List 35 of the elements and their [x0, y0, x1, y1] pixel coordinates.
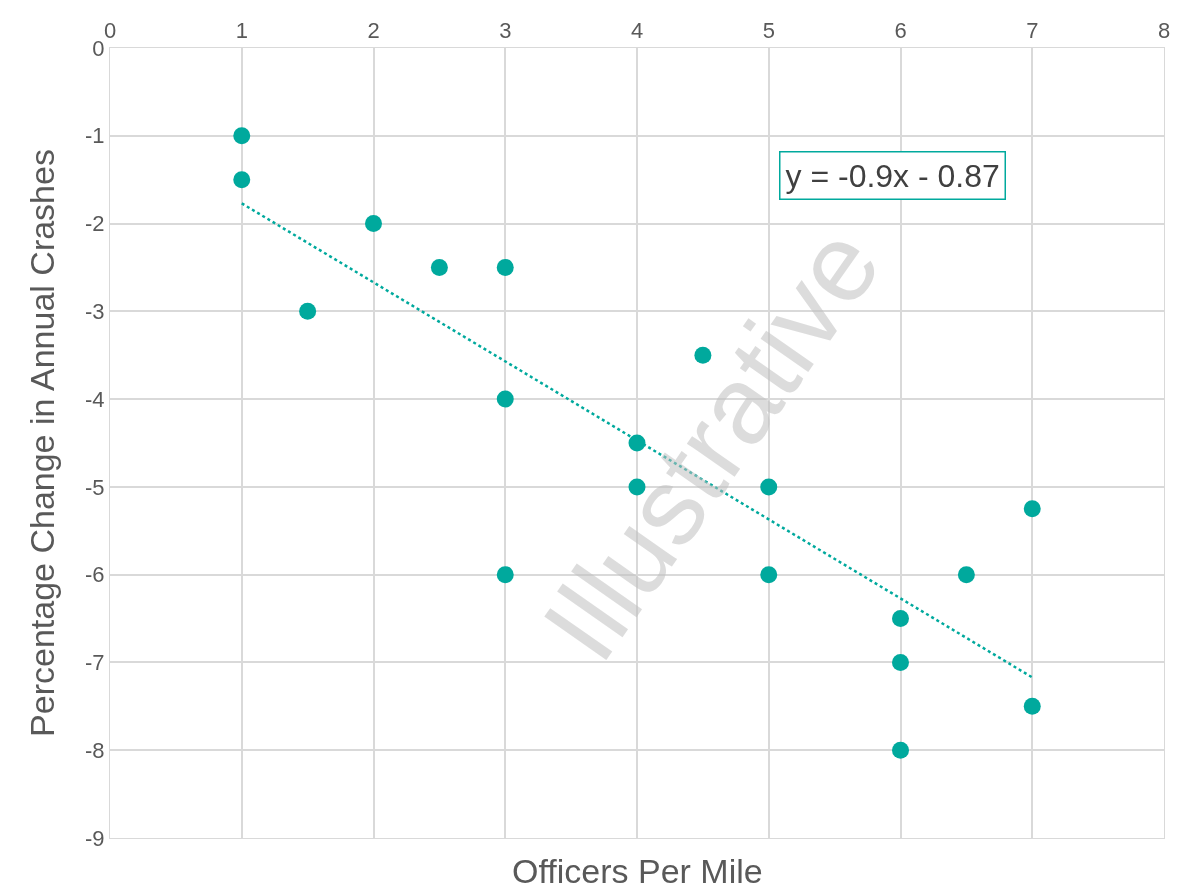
point	[496, 566, 514, 584]
y-tick-label: -1	[85, 123, 105, 149]
x-tick-label: 3	[499, 18, 512, 44]
point	[299, 302, 317, 320]
y-tick-label: -9	[85, 825, 105, 851]
point	[892, 741, 909, 759]
point	[233, 127, 251, 145]
x-tick-label: 4	[630, 18, 644, 44]
point	[233, 171, 251, 189]
y-tick-label: -5	[85, 474, 105, 500]
x-tick-label: 7	[1026, 18, 1039, 44]
x-tick-label: 6	[894, 18, 907, 44]
point	[496, 258, 514, 276]
y-tick-label: -6	[85, 562, 105, 588]
x-tick-label: 1	[235, 18, 248, 44]
x-tick-label: 5	[762, 18, 775, 44]
x-axis-title: Officers Per Mile	[512, 852, 763, 890]
y-tick-label: -4	[85, 386, 105, 412]
x-tick-label: 2	[367, 18, 380, 44]
y-tick-label: -7	[85, 650, 105, 676]
point	[1023, 697, 1041, 715]
y-tick-label: 0	[92, 35, 105, 61]
point	[430, 258, 448, 276]
point	[957, 566, 975, 584]
point	[892, 653, 909, 671]
x-tick-label: 8	[1157, 18, 1171, 44]
y-tick-label: -3	[85, 299, 105, 325]
y-tick-label: -2	[85, 211, 105, 237]
y-axis-title: Percentage Change in Annual Crashes	[22, 149, 61, 737]
point	[496, 390, 514, 408]
point	[365, 215, 382, 233]
y-tick-label: -8	[85, 737, 105, 763]
point	[1023, 500, 1041, 518]
annotation: y = -0.9x - 0.87	[785, 157, 1000, 194]
point	[892, 610, 909, 628]
